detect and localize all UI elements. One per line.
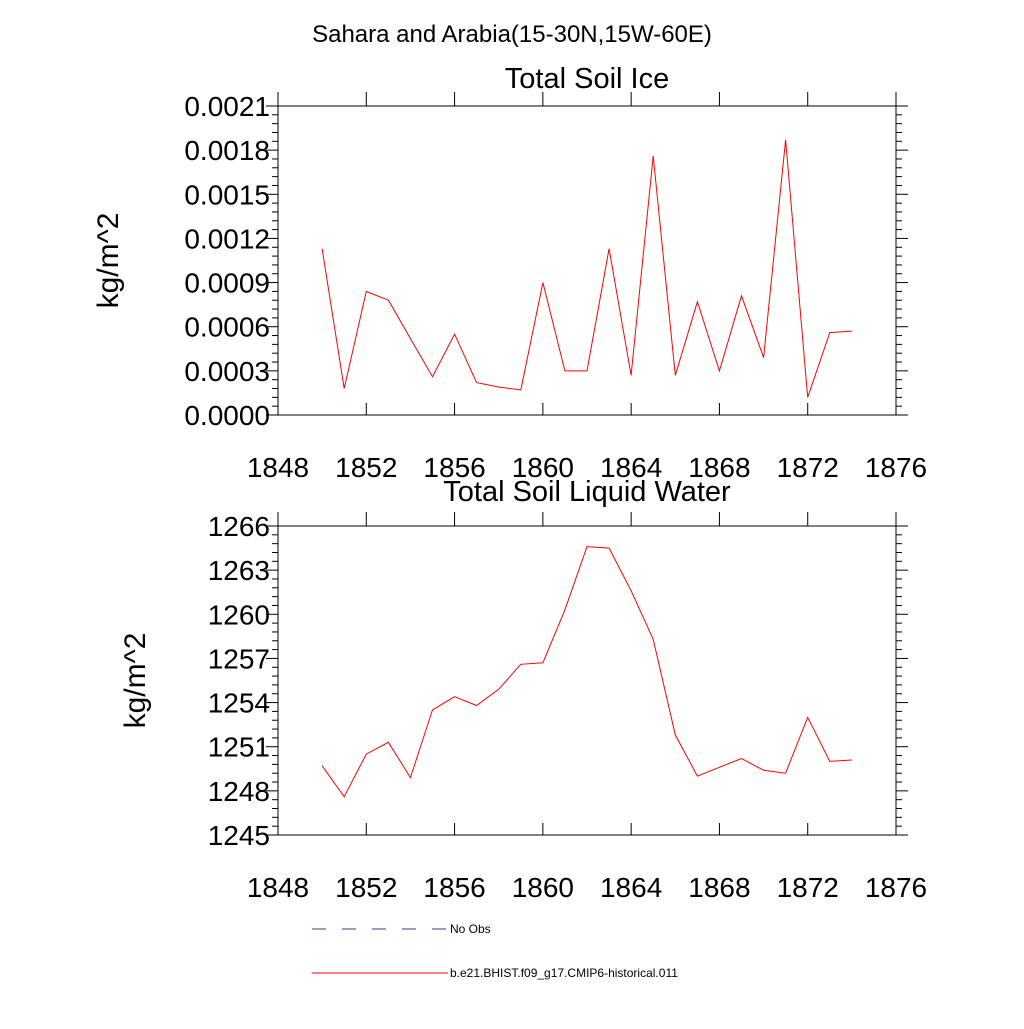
y-tick-label: 1251 [208,732,270,763]
legend-label-1: No Obs [450,922,491,936]
y-tick-label: 1266 [208,511,270,542]
x-tick-label: 1856 [423,452,485,483]
x-tick-label: 1868 [688,872,750,903]
y-tick-label: 0.0012 [184,223,270,254]
y-tick-label: 1260 [208,599,270,630]
chart-panel-2: Total Soil Liquid Water kg/m^2 1245 1248 125… [119,476,927,903]
y-axis-label: kg/m^2 [92,213,125,309]
series-line [321,139,852,398]
y-tick-label: 1263 [208,555,270,586]
y-tick-label: 1245 [208,820,270,851]
y-tick-label: 0.0006 [184,312,270,343]
legend: No Obs b.e21.BHIST.f09_g17.CMIP6-historic… [312,922,678,980]
y-tick-label: 0.0018 [184,135,270,166]
series-line [321,546,852,798]
x-tick-label: 1876 [865,452,927,483]
figure-title: Sahara and Arabia(15-30N,15W-60E) [312,21,712,48]
y-axis-label: kg/m^2 [119,633,152,729]
x-tick-label: 1864 [600,872,662,903]
x-tick-label: 1848 [247,452,309,483]
y-tick-label: 0.0015 [184,179,270,210]
legend-label-2: b.e21.BHIST.f09_g17.CMIP6-historical.011 [450,966,678,980]
y-tick-label: 0.0009 [184,268,270,299]
x-tick-label: 1876 [865,872,927,903]
x-tick-label: 1848 [247,872,309,903]
x-tick-label: 1868 [688,452,750,483]
chart-panel-1: Total Soil Ice kg/m^2 0.0000 0.0003 0.0006 0.… [92,63,927,483]
x-tick-label: 1872 [777,452,839,483]
chart-title: Total Soil Ice [505,63,669,95]
y-tick-label: 0.0000 [184,400,270,431]
x-tick-label: 1860 [512,872,574,903]
plot-frame [277,105,897,416]
x-tick-label: 1852 [335,452,397,483]
y-tick-label: 1257 [208,643,270,674]
x-tick-label: 1864 [600,452,662,483]
y-tick-label: 1254 [208,688,270,719]
chart-title: Total Soil Liquid Water [443,476,731,508]
y-tick-label: 1248 [208,776,270,807]
x-tick-label: 1852 [335,872,397,903]
x-tick-label: 1872 [777,872,839,903]
y-tick-label: 0.0021 [184,91,270,122]
y-tick-label: 0.0003 [184,356,270,387]
plot-frame [277,525,897,836]
x-tick-label: 1860 [512,452,574,483]
x-tick-label: 1856 [423,872,485,903]
